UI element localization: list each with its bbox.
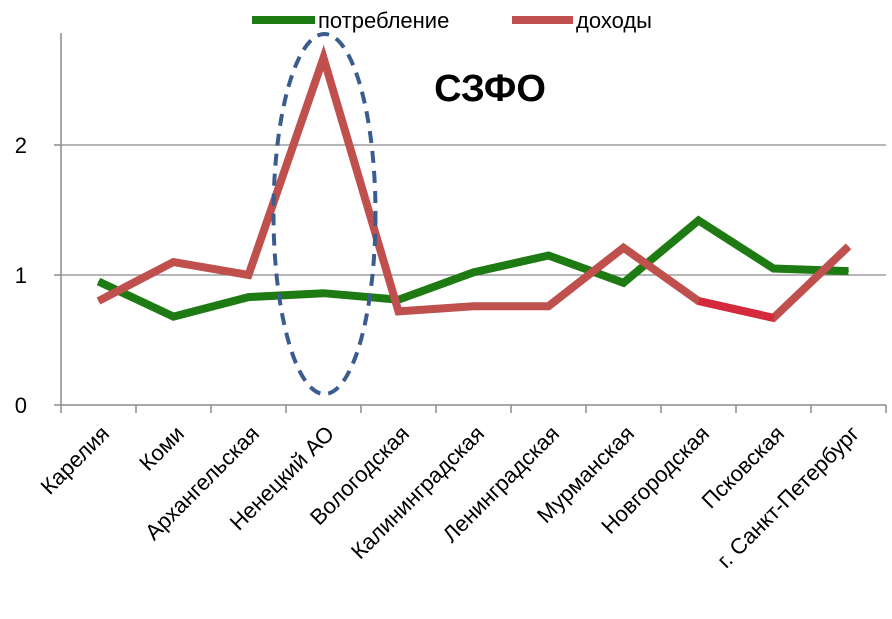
data-point — [473, 271, 474, 273]
y-tick-label: 1 — [15, 263, 27, 288]
data-point — [848, 270, 849, 272]
axes — [54, 33, 887, 413]
data-point — [548, 255, 549, 256]
data-point — [248, 274, 249, 276]
data-point — [398, 310, 399, 312]
x-category-label: Калининградская — [346, 421, 489, 564]
data-point — [173, 316, 174, 318]
data-point — [773, 268, 774, 269]
highlight-ellipse — [271, 32, 378, 396]
data-point — [323, 57, 324, 59]
chart-title: СЗФО — [434, 68, 546, 110]
legend: потребление доходы — [252, 8, 652, 33]
y-axis-ticks: 0 1 2 — [15, 133, 27, 418]
data-point — [173, 261, 174, 263]
highlighted-segment — [697, 297, 775, 322]
legend-label: потребление — [318, 8, 449, 33]
data-point — [623, 247, 624, 249]
highlight-group — [271, 32, 378, 396]
data-point — [98, 281, 99, 282]
data-point — [623, 282, 624, 284]
data-point — [248, 296, 249, 298]
y-tick-label: 2 — [15, 133, 27, 158]
x-category-label: Коми — [134, 421, 189, 476]
data-point — [323, 292, 324, 294]
gridlines — [61, 144, 886, 276]
x-category-label: Карелия — [36, 421, 114, 499]
data-point — [98, 300, 99, 302]
data-point — [473, 305, 474, 307]
x-category-label: г. Санкт-Петербург — [712, 421, 864, 573]
data-point — [548, 305, 549, 307]
series-lines — [96, 44, 852, 323]
data-point — [698, 219, 699, 221]
legend-label: доходы — [576, 8, 652, 33]
data-point — [848, 245, 849, 247]
y-tick-label: 0 — [15, 393, 27, 418]
